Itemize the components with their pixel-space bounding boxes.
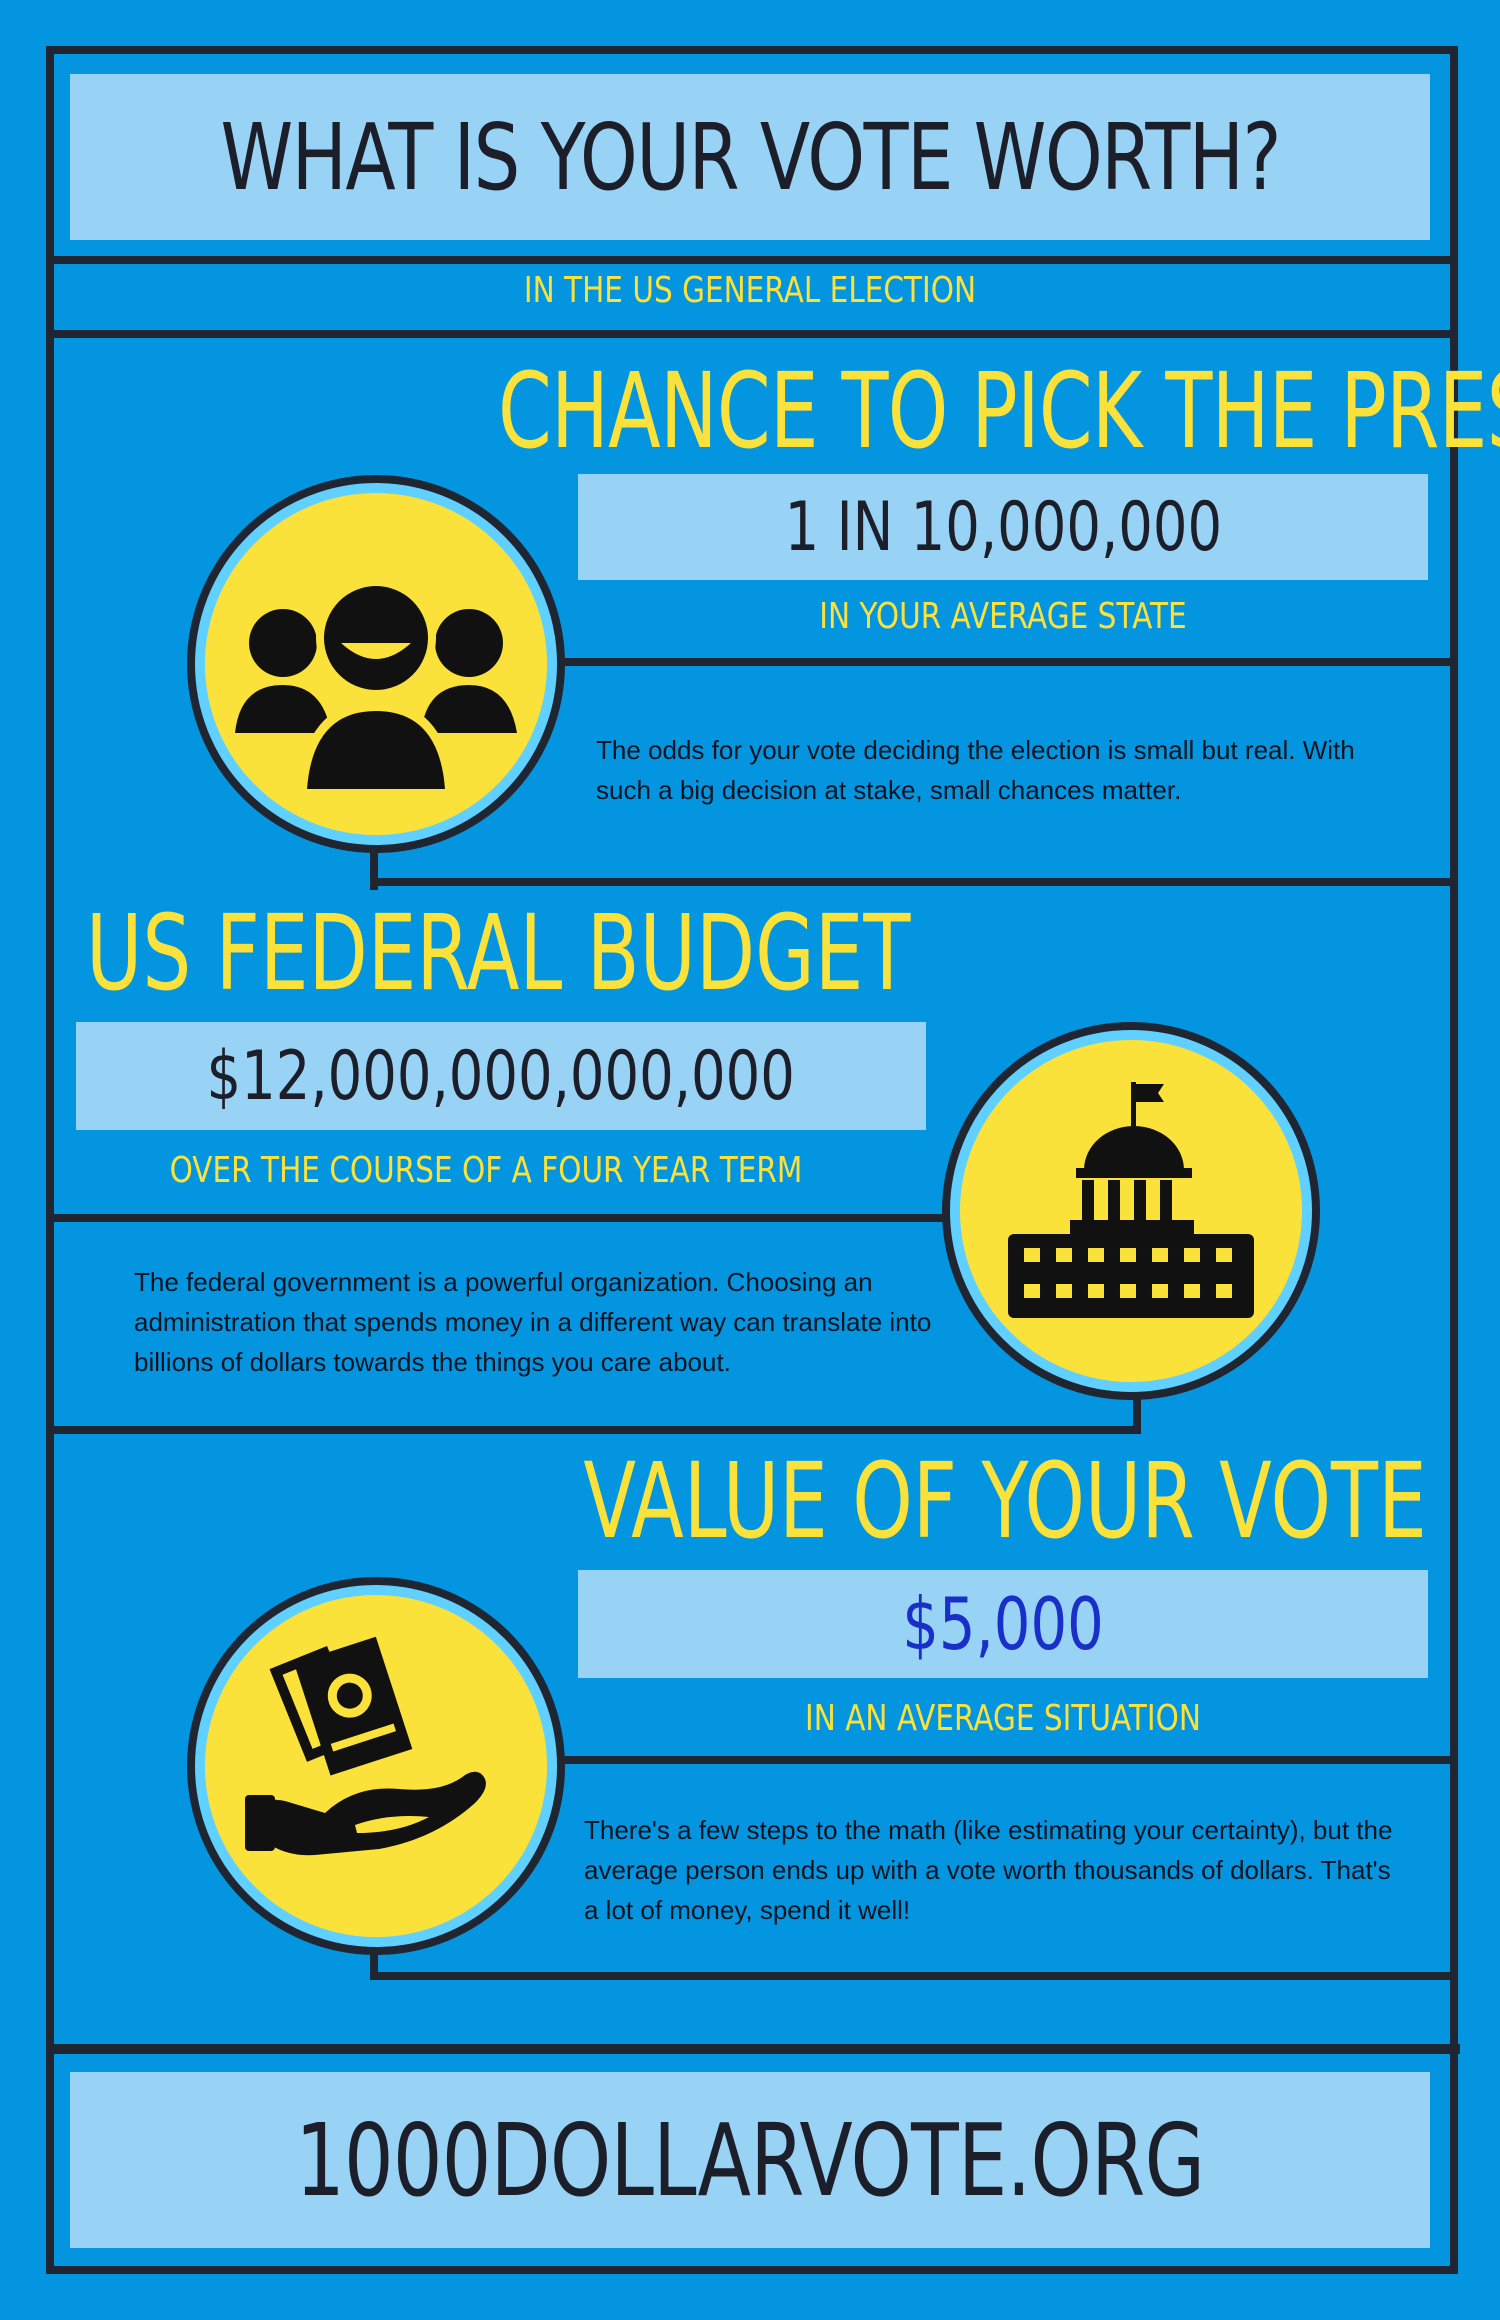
section-caption-budget: OVER THE COURSE OF A FOUR YEAR TERM — [169, 1150, 803, 1191]
connector-line — [370, 878, 1450, 886]
footer-url-link[interactable]: 1000DOLLARVOTE.ORG — [295, 2101, 1205, 2219]
money-hand-icon — [245, 1636, 486, 1856]
section-value-panel-budget: $12,000,000,000,000 — [76, 1022, 926, 1130]
section-value-president: 1 IN 10,000,000 — [784, 487, 1222, 567]
divider-line — [50, 256, 1450, 264]
section-description-president: The odds for your vote deciding the elec… — [596, 735, 1355, 805]
page-subtitle: IN THE US GENERAL ELECTION — [523, 270, 977, 311]
section-description-budget: The federal government is a powerful org… — [134, 1267, 932, 1377]
section-heading-value: VALUE OF YOUR VOTE — [583, 1440, 1427, 1562]
people-group-icon — [235, 578, 517, 793]
section-value-panel-president: 1 IN 10,000,000 — [578, 474, 1428, 580]
section-heading-president: CHANCE TO PICK THE PRESIDENT — [498, 350, 1500, 472]
section-description-value: There's a few steps to the math (like es… — [584, 1815, 1393, 1925]
divider-line — [50, 330, 1450, 338]
connector-line — [50, 1426, 1141, 1434]
icon-circle-budget — [950, 1030, 1312, 1392]
footer-divider — [50, 2044, 1460, 2054]
page-title: WHAT IS YOUR VOTE WORTH? — [220, 103, 1281, 211]
footer-panel: 1000DOLLARVOTE.ORG — [70, 2072, 1430, 2248]
connector-line — [370, 838, 378, 890]
section-value-budget: $12,000,000,000,000 — [206, 1036, 796, 1116]
section-caption-value: IN AN AVERAGE SITUATION — [805, 1698, 1201, 1739]
section-heading-budget: US FEDERAL BUDGET — [86, 892, 911, 1014]
connector-line — [1133, 1380, 1141, 1434]
outer-frame — [46, 46, 1458, 2274]
header-title-panel: WHAT IS YOUR VOTE WORTH? — [70, 74, 1430, 240]
section-value-panel-value: $5,000 — [578, 1570, 1428, 1678]
section-value-value: $5,000 — [902, 1582, 1104, 1666]
icon-circle-president — [195, 483, 557, 845]
capitol-building-icon — [1008, 1082, 1254, 1318]
icon-circle-value — [195, 1585, 557, 1947]
connector-line — [370, 1972, 1450, 1980]
connector-line — [50, 1214, 950, 1222]
connector-line — [540, 658, 1450, 666]
connector-line — [370, 1930, 378, 1980]
connector-line — [540, 1756, 1450, 1764]
section-caption-president: IN YOUR AVERAGE STATE — [819, 596, 1187, 637]
